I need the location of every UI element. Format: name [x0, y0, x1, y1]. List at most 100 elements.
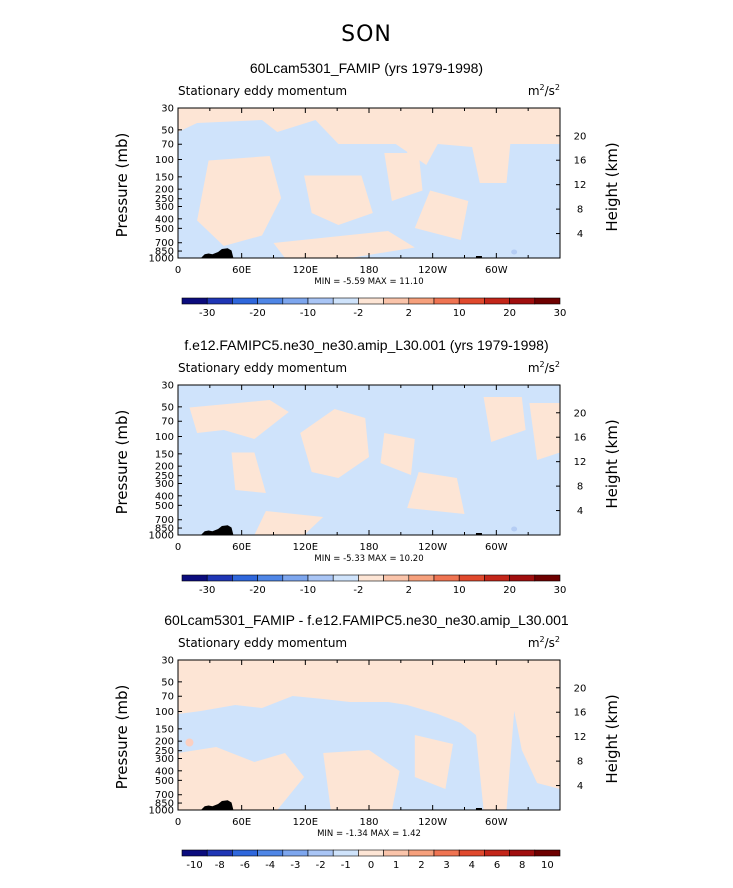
- y2-tick-label: 16: [574, 708, 587, 719]
- y-tick-label: 250: [155, 746, 174, 757]
- chart-subtitle: Stationary eddy momentum: [178, 636, 347, 650]
- field-positive-region: [384, 153, 423, 201]
- colorbar-swatch: [383, 574, 410, 582]
- y-axis-label: Pressure (mb): [113, 133, 131, 238]
- y2-tick-label: 8: [577, 482, 583, 493]
- y-tick-label: 700: [155, 238, 174, 249]
- y-tick-label: 70: [161, 692, 174, 703]
- y2-tick-label: 8: [577, 757, 583, 768]
- colorbar-label: 2: [406, 308, 412, 319]
- heatmap-field: [178, 108, 560, 258]
- field-positive-region: [231, 452, 266, 493]
- x-tick-label: 120E: [293, 542, 318, 553]
- field-spot: [185, 738, 194, 747]
- y-axis-label: Pressure (mb): [113, 685, 131, 790]
- x-tick-label: 0: [175, 542, 181, 553]
- x-tick-label: 60E: [232, 265, 251, 276]
- y-tick-label: 100: [155, 155, 174, 166]
- y2-tick-label: 20: [574, 683, 587, 694]
- field-positive-region: [380, 433, 415, 475]
- y-tick-label: 70: [161, 140, 174, 151]
- y-tick-label: 850: [155, 799, 174, 810]
- x-tick-label: 120E: [293, 265, 318, 276]
- y-tick-label: 700: [155, 515, 174, 526]
- colorbar-swatch: [307, 297, 334, 305]
- colorbar-swatch: [433, 849, 460, 857]
- colorbar-swatch: [332, 849, 359, 857]
- y-tick-label: 250: [155, 194, 174, 205]
- y-tick-label: 50: [161, 402, 174, 413]
- colorbar-label: 2: [418, 860, 424, 871]
- field-spot: [511, 526, 518, 532]
- terrain-mask: [475, 808, 482, 810]
- terrain-mask: [200, 248, 234, 258]
- field-positive-region: [189, 400, 289, 439]
- colorbar-swatch: [509, 297, 536, 305]
- colorbar-swatch: [484, 297, 510, 305]
- panel-3-chart: Stationary eddy momentum m2/s20 60E 120E 180…: [113, 635, 621, 871]
- colorbar-label: -2: [353, 308, 363, 319]
- chart-2: Stationary eddy momentum m2/s2 0 60E 120E 180…: [113, 360, 621, 596]
- colorbar-label: -2: [353, 585, 363, 596]
- field-positive-region: [300, 409, 369, 478]
- y-axis-label: Pressure (mb): [113, 410, 131, 515]
- y-tick-label: 150: [155, 724, 174, 735]
- chart-subtitle: Stationary eddy momentum: [178, 361, 347, 375]
- colorbar-swatch: [181, 574, 208, 582]
- colorbar-label: -3: [290, 860, 300, 871]
- y-tick-label: 30: [161, 104, 174, 115]
- colorbar-label: 6: [494, 860, 500, 871]
- colorbar-swatch: [458, 849, 485, 857]
- colorbar-swatch: [433, 574, 460, 582]
- panel-2-chart: Stationary eddy momentum m2/s2 0 60E 120E 180…: [113, 360, 621, 596]
- field-positive-region: [178, 747, 305, 810]
- colorbar-swatch: [383, 849, 410, 857]
- colorbar-swatch: [257, 574, 284, 582]
- colorbar-swatch: [534, 849, 561, 857]
- x-tick-label: 180: [359, 542, 378, 553]
- colorbar-swatch: [484, 849, 510, 857]
- colorbar-swatch: [232, 574, 258, 582]
- colorbar-label: 30: [554, 585, 567, 596]
- colorbar-swatch: [181, 849, 208, 857]
- panel-3-title: 60Lcam5301_FAMIP - f.e12.FAMIPC5.ne30_ne…: [164, 612, 569, 628]
- y2-axis-label: Height (km): [603, 694, 621, 783]
- y-tick-label: 500: [155, 224, 174, 235]
- panel-1-title: 60Lcam5301_FAMIP (yrs 1979-1998): [249, 60, 484, 76]
- colorbar-swatch: [509, 849, 536, 857]
- colorbar-swatch: [458, 297, 485, 305]
- colorbar-swatch: [509, 574, 536, 582]
- y-tick-label: 30: [161, 381, 174, 392]
- min-max-stats: MIN = -5.33 MAX = 10.20: [314, 554, 423, 564]
- colorbar-swatch: [282, 297, 309, 305]
- x-tick-label: 120W: [418, 542, 447, 553]
- x-tick-label: 0: [175, 265, 181, 276]
- x-tick-label: 60E: [232, 817, 251, 828]
- heatmap-field: [178, 660, 560, 810]
- terrain-mask: [475, 256, 482, 258]
- field-positive-region: [178, 660, 560, 810]
- colorbar-swatch: [408, 297, 435, 305]
- chart-units: m2/s2: [528, 360, 560, 375]
- chart-units: m2/s2: [528, 83, 560, 98]
- chart-3: Stationary eddy momentum m2/s20 60E 120E 180…: [113, 635, 621, 871]
- y2-tick-label: 16: [574, 156, 587, 167]
- colorbar-swatch: [358, 297, 384, 305]
- y2-tick-label: 12: [574, 457, 587, 468]
- y2-tick-label: 4: [577, 781, 583, 792]
- y-tick-label: 200: [155, 737, 174, 748]
- field-positive-region: [414, 735, 453, 789]
- y2-tick-label: 12: [574, 180, 587, 191]
- colorbar-swatch: [408, 574, 435, 582]
- colorbar-swatch: [358, 849, 384, 857]
- colorbar-swatch: [358, 574, 384, 582]
- terrain-mask: [200, 800, 234, 810]
- field-positive-region: [414, 190, 469, 240]
- y-tick-label: 1000: [149, 806, 174, 817]
- colorbar-swatch: [484, 574, 510, 582]
- colorbar-swatch: [232, 297, 258, 305]
- x-tick-label: 120E: [293, 817, 318, 828]
- y-tick-label: 1000: [149, 254, 174, 265]
- field-positive-region: [407, 138, 431, 153]
- colorbar-label: 20: [503, 585, 516, 596]
